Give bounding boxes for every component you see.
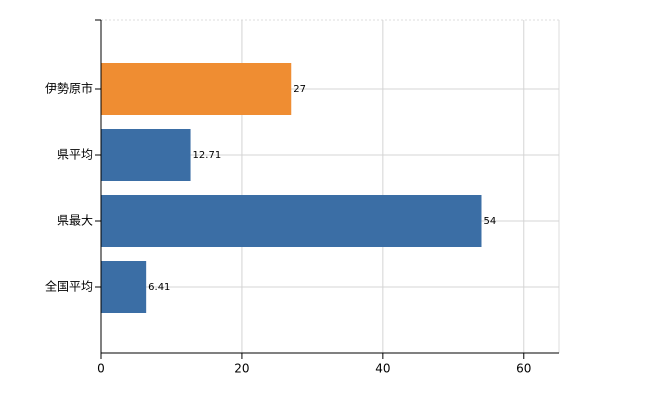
x-tick-label: 20 xyxy=(234,362,249,376)
x-tick-label: 60 xyxy=(516,362,531,376)
bar xyxy=(101,129,191,181)
x-tick-label: 40 xyxy=(375,362,390,376)
bar xyxy=(101,195,482,247)
bar xyxy=(101,261,147,313)
value-label: 12.71 xyxy=(193,150,222,161)
value-label: 54 xyxy=(483,216,496,227)
bar xyxy=(101,63,292,115)
y-tick-label: 県平均 xyxy=(57,148,93,162)
x-tick-label: 0 xyxy=(97,362,105,376)
y-tick-label: 県最大 xyxy=(57,214,93,228)
y-tick-label: 全国平均 xyxy=(45,279,93,294)
value-label: 6.41 xyxy=(148,282,170,293)
value-label: 27 xyxy=(293,84,306,95)
y-tick-label: 伊勢原市 xyxy=(45,81,93,96)
